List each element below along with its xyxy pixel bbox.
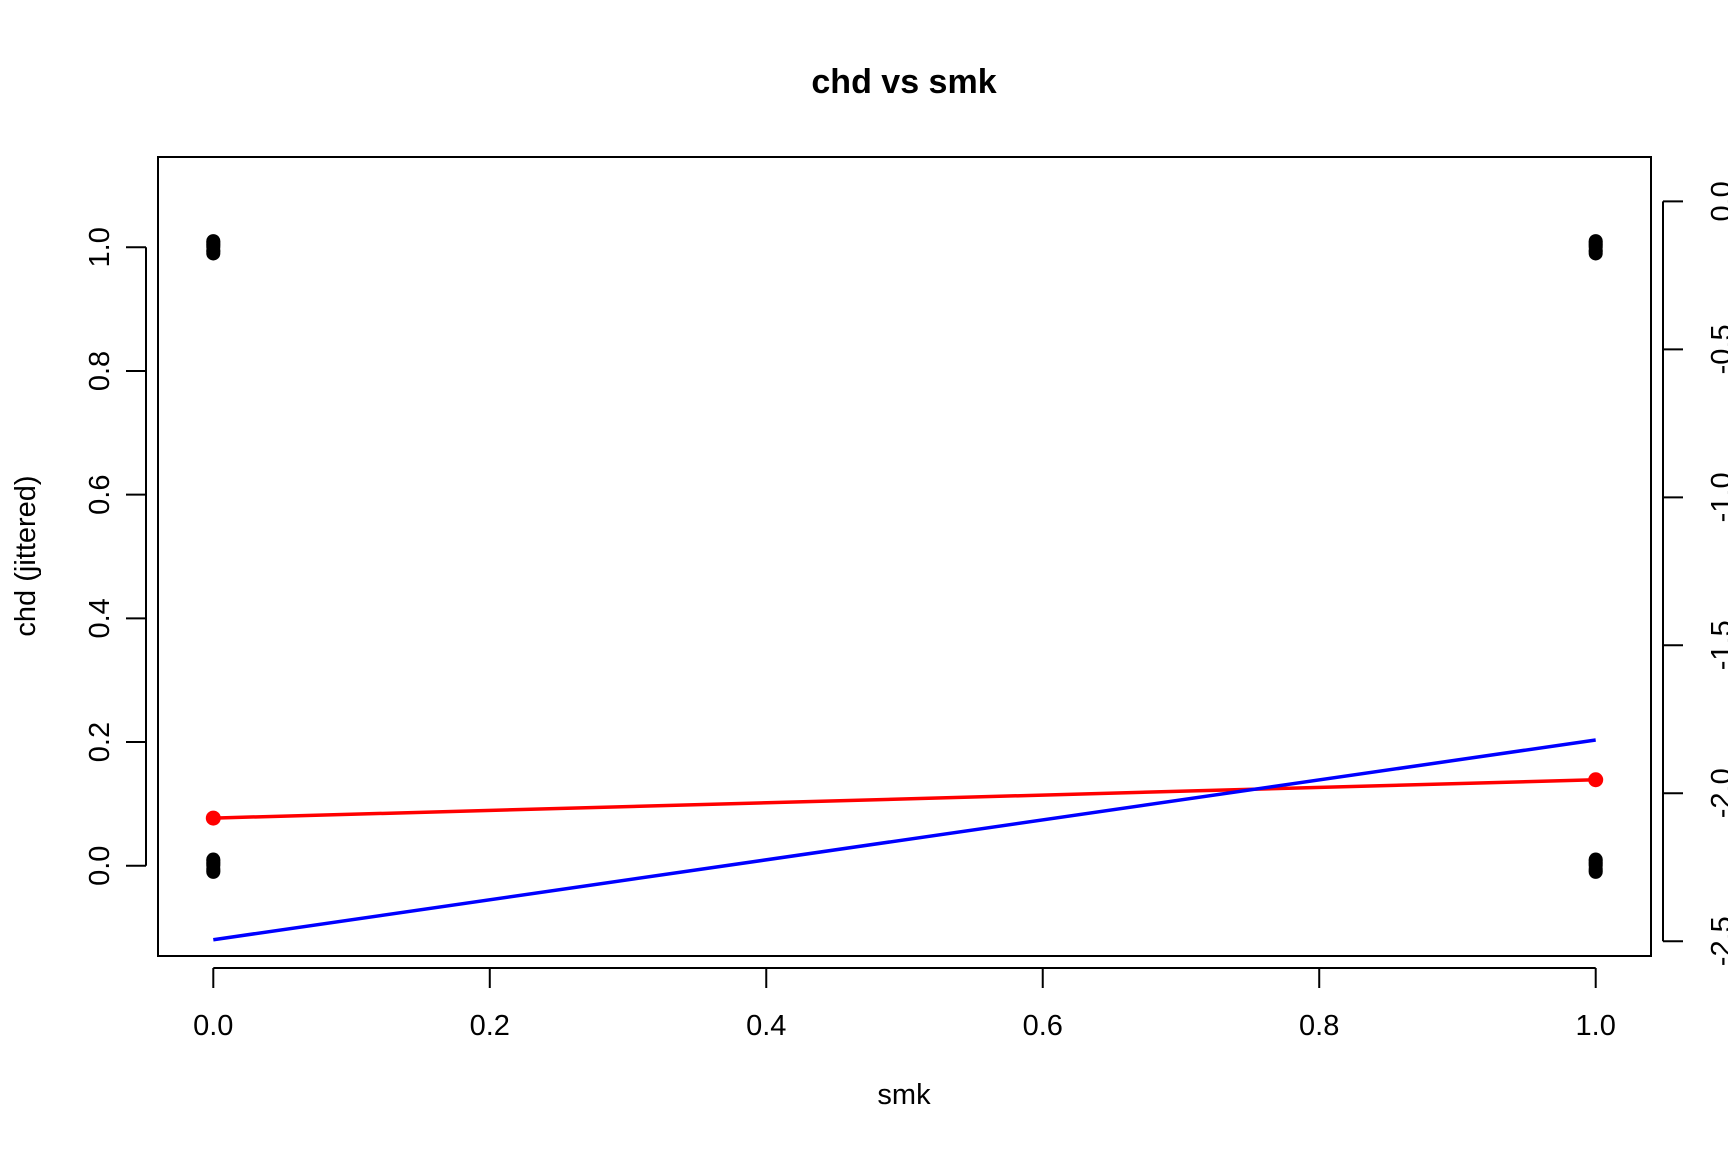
x-tick-label: 0.8 (1299, 1010, 1339, 1042)
y2-axis: -2.5 -2.0 -1.5 -1.0 -0.5 0.0 (1662, 181, 1728, 966)
y-tick-label: 0.8 (84, 351, 116, 391)
series-point-1 (1588, 772, 1604, 788)
y-tick-label: 0.4 (84, 598, 116, 638)
y2-tick-label: -1.0 (1706, 472, 1728, 522)
y-tick-label: 1.0 (84, 227, 116, 267)
y-tick-label: 0.0 (84, 846, 116, 886)
y-tick-label: 0.2 (84, 722, 116, 762)
x-tick-label: 0.0 (193, 1010, 233, 1042)
scatter-point (1588, 853, 1603, 868)
x-axis-label: smk (877, 1079, 931, 1111)
scatter-point (206, 235, 221, 250)
data-layer (205, 234, 1604, 942)
y-axis-label: chd (jittered) (10, 475, 42, 636)
y2-tick-label: 0.0 (1706, 181, 1728, 221)
y2-tick-label: -2.0 (1706, 768, 1728, 818)
scatter-point (206, 853, 221, 868)
y2-tick-label: -1.5 (1706, 620, 1728, 670)
y2-tick-label: -2.5 (1706, 916, 1728, 966)
x-tick-label: 0.6 (1023, 1010, 1063, 1042)
series-line-1 (213, 778, 1596, 820)
x-tick-label: 1.0 (1576, 1010, 1616, 1042)
plot-frame (157, 156, 1652, 957)
x-tick-label: 0.4 (746, 1010, 786, 1042)
scatter-point (1588, 235, 1603, 250)
series-point-1 (205, 810, 221, 826)
y-axis: 0.0 0.2 0.4 0.6 0.8 1.0 (84, 227, 147, 886)
y-tick-label: 0.6 (84, 474, 116, 514)
series-line-2 (213, 738, 1596, 942)
x-axis: 0.0 0.2 0.4 0.6 0.8 1.0 (193, 967, 1616, 1042)
chart-title: chd vs smk (811, 63, 996, 101)
y2-tick-label: -0.5 (1706, 324, 1728, 374)
x-tick-label: 0.2 (470, 1010, 510, 1042)
